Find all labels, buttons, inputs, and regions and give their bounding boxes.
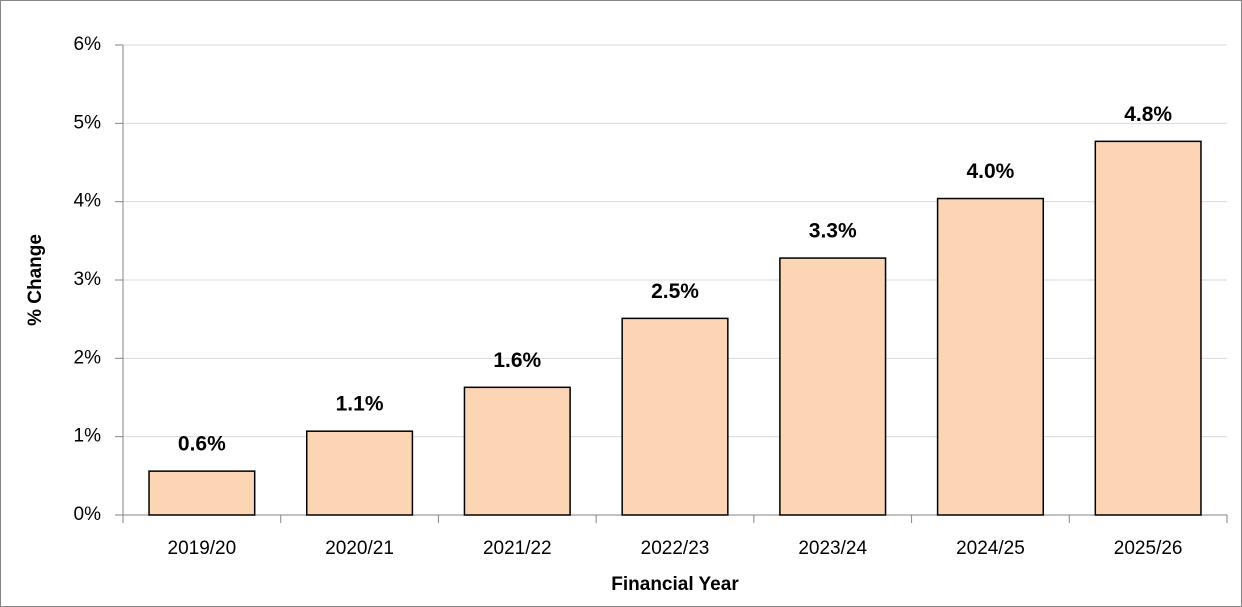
bar <box>148 470 256 516</box>
value-label: 0.6% <box>178 433 226 456</box>
y-tick-label: 2% <box>74 347 102 368</box>
y-axis-title: % Change <box>25 234 46 326</box>
value-label: 2.5% <box>651 280 699 303</box>
value-label: 4.8% <box>1124 103 1172 126</box>
y-tick-label: 0% <box>74 504 102 525</box>
x-tick-label: 2021/22 <box>483 538 552 559</box>
bar <box>305 430 414 516</box>
value-label: 1.6% <box>493 349 541 372</box>
x-tick-label: 2022/23 <box>641 538 710 559</box>
value-label: 3.3% <box>809 220 857 243</box>
x-tick-label: 2023/24 <box>798 538 867 559</box>
bar <box>1094 140 1202 516</box>
value-label: 1.1% <box>336 393 384 416</box>
x-axis-title: Financial Year <box>611 574 739 595</box>
bar <box>936 197 1045 516</box>
x-tick-label: 2024/25 <box>956 538 1025 559</box>
y-tick-label: 4% <box>74 191 102 212</box>
x-tick-label: 2020/21 <box>325 538 394 559</box>
x-tick-label: 2019/20 <box>168 538 237 559</box>
y-tick-label: 5% <box>74 112 102 133</box>
bar <box>621 317 729 516</box>
value-label: 4.0% <box>966 160 1014 183</box>
bar <box>779 257 887 516</box>
y-tick-label: 1% <box>74 426 102 447</box>
y-tick-label: 3% <box>74 269 102 290</box>
bar <box>463 386 571 516</box>
y-tick-label: 6% <box>74 34 102 55</box>
x-tick-label: 2025/26 <box>1114 538 1183 559</box>
